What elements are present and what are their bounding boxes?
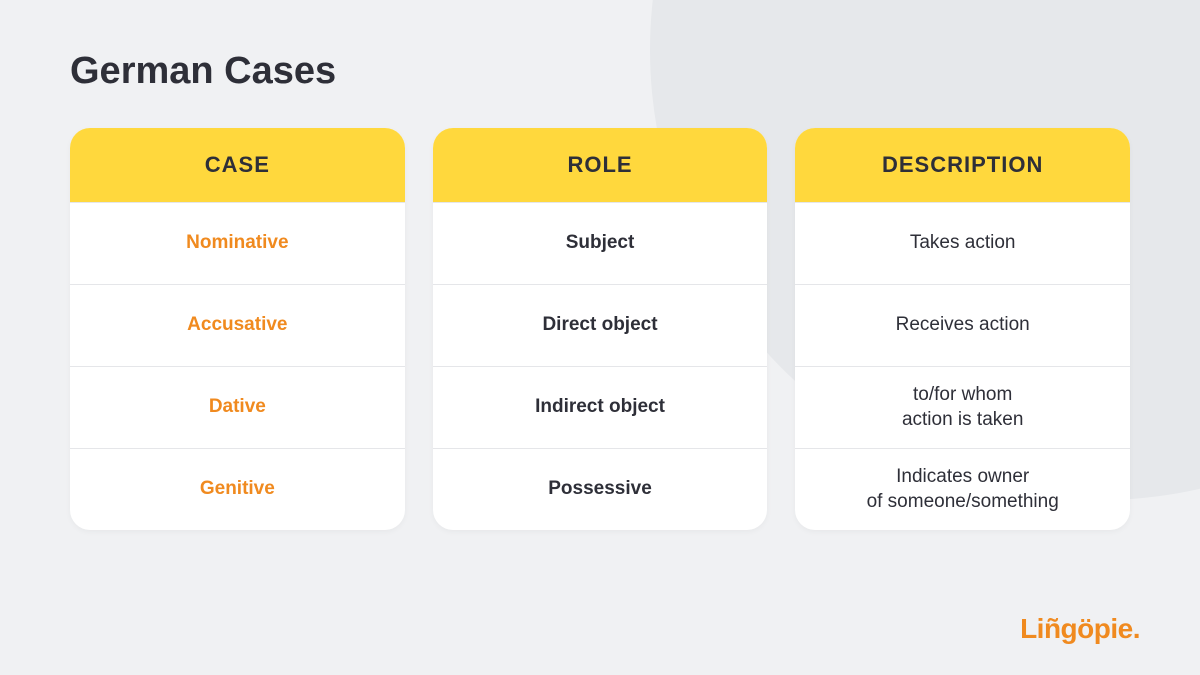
table-row: Possessive (433, 448, 768, 530)
content-area: German Cases CASE Nominative Accusative … (0, 0, 1200, 530)
description-header: DESCRIPTION (795, 128, 1130, 202)
brand-logo: Liñgöpie. (1020, 613, 1140, 645)
table-row: Genitive (70, 448, 405, 530)
case-column: CASE Nominative Accusative Dative Geniti… (70, 128, 405, 530)
table-row: Dative (70, 366, 405, 448)
case-header: CASE (70, 128, 405, 202)
table-row: Nominative (70, 202, 405, 284)
table-row: Subject (433, 202, 768, 284)
table-row: Takes action (795, 202, 1130, 284)
role-header: ROLE (433, 128, 768, 202)
table-row: Indicates ownerof someone/something (795, 448, 1130, 530)
table-columns: CASE Nominative Accusative Dative Geniti… (70, 128, 1130, 530)
table-row: Receives action (795, 284, 1130, 366)
table-row: Direct object (433, 284, 768, 366)
table-row: Accusative (70, 284, 405, 366)
table-row: to/for whomaction is taken (795, 366, 1130, 448)
table-row: Indirect object (433, 366, 768, 448)
page-title: German Cases (70, 50, 1130, 93)
role-column: ROLE Subject Direct object Indirect obje… (433, 128, 768, 530)
description-column: DESCRIPTION Takes action Receives action… (795, 128, 1130, 530)
